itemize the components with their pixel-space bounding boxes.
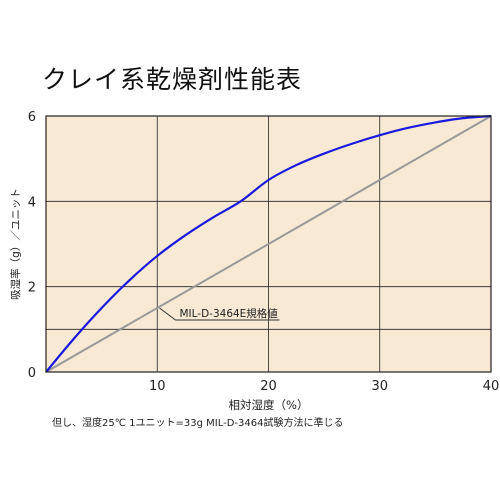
series-line-mil-spec (45, 115, 492, 373)
y-axis-label: 吸湿率（g）／ユニット (9, 188, 22, 300)
y-tick-label: 2 (28, 281, 36, 296)
x-tick-label: 40 (483, 379, 500, 394)
annotation-leader (159, 307, 176, 321)
x-tick-label: 10 (149, 379, 166, 394)
chart-title: クレイ系乾燥剤性能表 (42, 65, 303, 94)
series-layer (45, 114, 492, 373)
x-tick-label: 30 (371, 379, 388, 394)
y-tick-label: 6 (28, 110, 36, 125)
annotation-label: MIL-D-3464E規格値 (179, 307, 278, 320)
series-line-clay-desiccant (45, 114, 492, 373)
plot-border (45, 115, 492, 373)
y-tick-label: 0 (28, 366, 36, 381)
chart-note: 但し、湿度25℃ 1ユニット=33g MIL-D-3464試験方法に準じる (52, 416, 343, 429)
annotation-layer: MIL-D-3464E規格値 (159, 307, 280, 321)
x-axis-label: 相対湿度（%） (229, 398, 309, 412)
x-tick-label: 20 (260, 379, 277, 394)
y-tick-label: 4 (28, 195, 36, 210)
